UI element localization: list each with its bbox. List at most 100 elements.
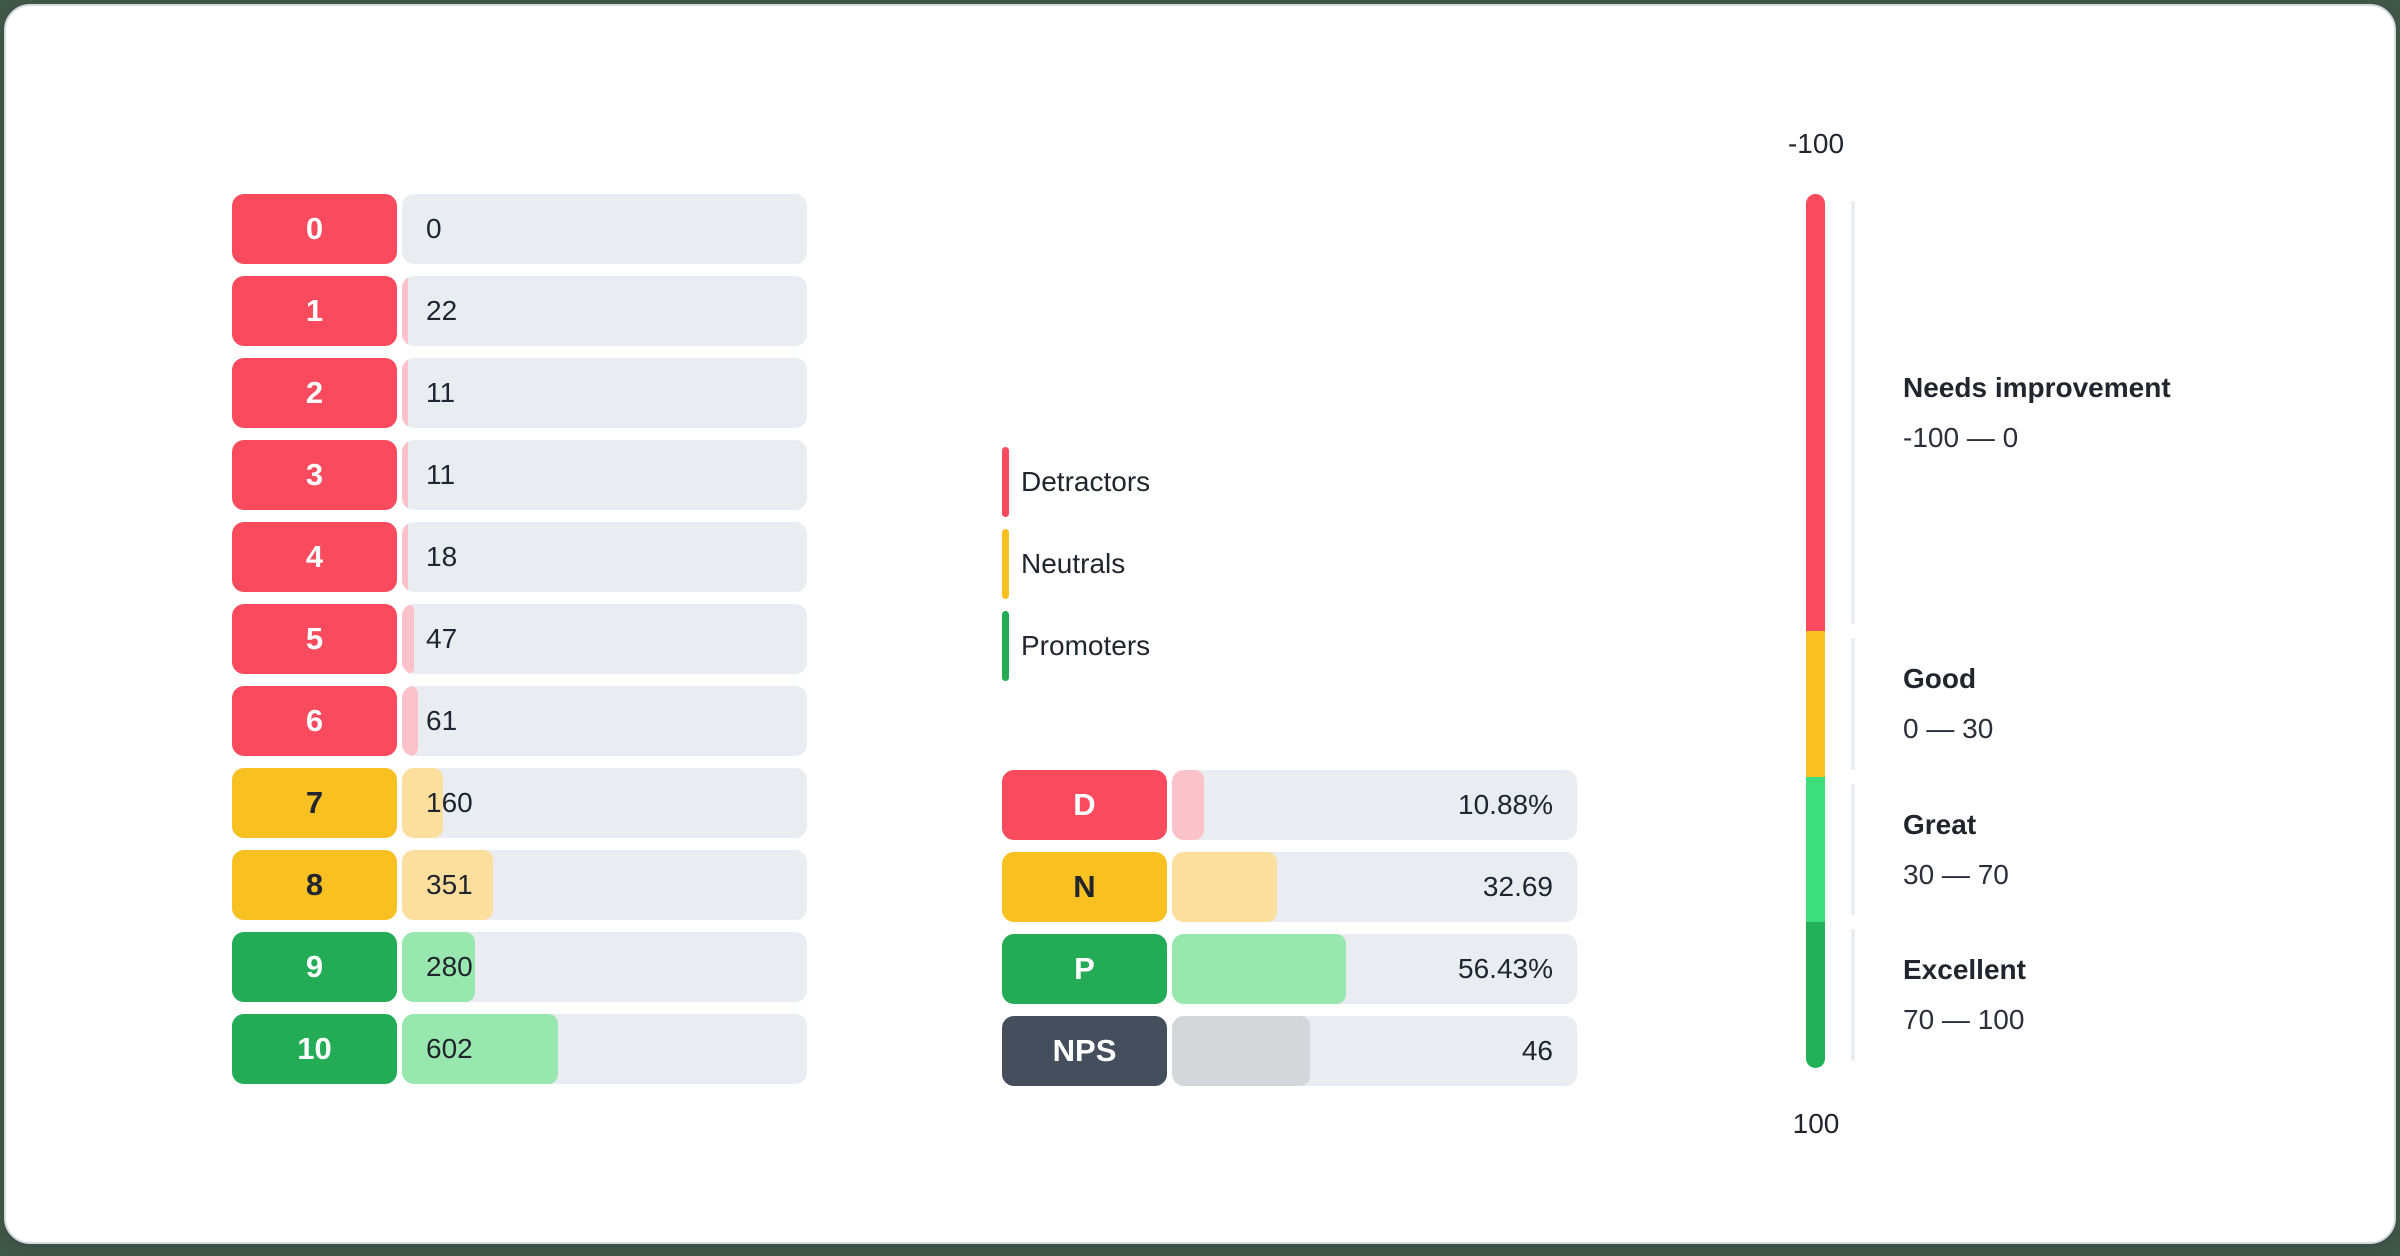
gauge-band-name: Great — [1903, 808, 1977, 840]
row-track: 61 — [402, 686, 807, 756]
gauge-bar — [1806, 194, 1825, 1068]
row-track: 22 — [402, 276, 807, 346]
gauge-band-range: 0 — 30 — [1903, 712, 1994, 744]
gauge-band-name: Excellent — [1903, 954, 2026, 986]
row-track: 0 — [402, 194, 807, 264]
row-label-badge[interactable]: 5 — [232, 604, 397, 674]
legend: Detractors Neutrals Promoters — [1002, 447, 1150, 693]
row-label-badge[interactable]: D — [1002, 770, 1167, 840]
legend-color-pill — [1002, 529, 1009, 599]
row-value-bar — [402, 686, 418, 756]
legend-item[interactable]: Detractors — [1002, 447, 1150, 517]
bar-row: 4 18 — [232, 522, 807, 592]
gauge-band-name: Needs improvement — [1903, 371, 2171, 403]
row-label-badge[interactable]: 8 — [232, 850, 397, 920]
legend-label: Promoters — [1021, 630, 1151, 661]
row-value-bar — [402, 276, 408, 346]
row-label-text: 5 — [305, 621, 324, 656]
row-label-badge[interactable]: N — [1002, 852, 1167, 922]
row-value-bar — [402, 604, 415, 674]
bar-row: NPS 46 — [1002, 1016, 1577, 1086]
row-label-badge[interactable]: 7 — [232, 768, 397, 838]
row-label-text: NPS — [1052, 1033, 1117, 1068]
bar-row: P 56.43% — [1002, 934, 1577, 1004]
row-value-bar — [1172, 934, 1347, 1004]
gauge-band-label: Excellent 70 — 100 — [1903, 954, 2026, 1036]
row-value-text: 18 — [426, 541, 458, 572]
row-label-badge[interactable]: NPS — [1002, 1016, 1167, 1086]
bar-row: 3 11 — [232, 440, 807, 510]
gauge-band-label: Good 0 — 30 — [1903, 663, 1993, 745]
bar-row: 8 351 — [232, 850, 807, 920]
gauge-segment-neutral — [1806, 631, 1825, 777]
gauge-band-label: Needs improvement -100 — 0 — [1903, 372, 2171, 454]
row-label-badge[interactable]: 10 — [232, 1014, 397, 1084]
bar-row: 1 22 — [232, 276, 807, 346]
row-value-bar — [1172, 852, 1278, 922]
row-value-text: 22 — [426, 295, 458, 326]
row-value-text: 351 — [426, 869, 473, 900]
row-track: 11 — [402, 440, 807, 510]
row-label-badge[interactable]: P — [1002, 934, 1167, 1004]
row-value-text: 11 — [426, 459, 456, 490]
bar-row: 5 47 — [232, 604, 807, 674]
gauge-band-range: 70 — 100 — [1903, 1004, 2025, 1036]
row-value-text: 46 — [1521, 1035, 1553, 1066]
row-value-bar — [402, 768, 444, 838]
row-label-text: 8 — [305, 867, 324, 902]
row-track: 602 — [402, 1014, 807, 1084]
gauge-band-range: 30 — 70 — [1903, 858, 2009, 890]
bar-row: 6 61 — [232, 686, 807, 756]
row-label-text: 0 — [305, 211, 324, 246]
row-track: 351 — [402, 850, 807, 920]
gauge-segment-detractor — [1806, 194, 1825, 631]
gauge-band-label: Great 30 — 70 — [1903, 809, 2009, 891]
row-value-text: 61 — [426, 705, 458, 736]
row-track: 160 — [402, 768, 807, 838]
row-value-text: 280 — [426, 951, 473, 982]
row-track: 280 — [402, 932, 807, 1002]
row-value-bar — [402, 440, 408, 510]
gauge-trackline-segment — [1851, 201, 1855, 624]
row-track: 18 — [402, 522, 807, 592]
row-label-badge[interactable]: 4 — [232, 522, 397, 592]
bar-row: 7 160 — [232, 768, 807, 838]
bar-row: 0 0 — [232, 194, 807, 264]
row-value-text: 160 — [426, 787, 473, 818]
bar-row: D 10.88% — [1002, 770, 1577, 840]
gauge-min-label: 100 — [1792, 1108, 1840, 1139]
row-label-text: 9 — [305, 949, 324, 984]
bar-row: 2 11 — [232, 358, 807, 428]
row-track: 46 — [1172, 1016, 1577, 1086]
gauge-trackline-segment — [1851, 929, 1855, 1061]
row-label-badge[interactable]: 2 — [232, 358, 397, 428]
row-value-text: 56.43% — [1458, 953, 1553, 984]
row-label-badge[interactable]: 1 — [232, 276, 397, 346]
legend-label: Neutrals — [1021, 548, 1126, 579]
row-value-text: 11 — [426, 377, 456, 408]
row-value-bar — [402, 932, 475, 1002]
row-label-text: D — [1073, 787, 1096, 822]
bar-row: 9 280 — [232, 932, 807, 1002]
row-label-text: 7 — [305, 785, 324, 820]
row-value-text: 10.88% — [1458, 789, 1553, 820]
legend-color-pill — [1002, 611, 1009, 681]
legend-item[interactable]: Neutrals — [1002, 529, 1150, 599]
row-label-text: P — [1074, 951, 1095, 986]
legend-item[interactable]: Promoters — [1002, 611, 1150, 681]
row-label-badge[interactable]: 6 — [232, 686, 397, 756]
row-label-text: 1 — [305, 293, 324, 328]
row-label-badge[interactable]: 0 — [232, 194, 397, 264]
gauge-trackline-segment — [1851, 638, 1855, 770]
gauge-band-name: Good — [1903, 662, 1977, 694]
row-label-badge[interactable]: 9 — [232, 932, 397, 1002]
bar-row: N 32.69 — [1002, 852, 1577, 922]
gauge-segment-great — [1806, 776, 1825, 923]
gauge-band-range: -100 — 0 — [1903, 421, 2019, 453]
row-value-bar — [402, 1014, 558, 1084]
bar-row: 10 602 — [232, 1014, 807, 1084]
row-value-bar — [1172, 1016, 1310, 1086]
row-label-badge[interactable]: 3 — [232, 440, 397, 510]
score-distribution-list: 0 0 1 22 2 11 3 11 4 — [232, 194, 807, 1096]
